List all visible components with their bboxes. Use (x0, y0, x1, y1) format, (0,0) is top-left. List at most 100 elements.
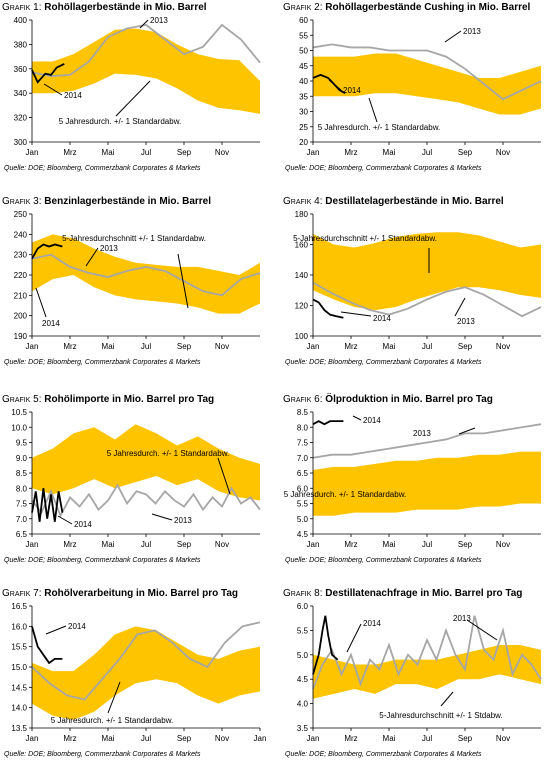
y-tick-label: 35 (299, 92, 308, 101)
chart-title-text: Ölproduktion in Mio. Barrel pro Tag (325, 394, 493, 405)
y-tick-label: 4.5 (297, 675, 309, 684)
series-2014-line (312, 420, 344, 426)
annotation-label: 5-Jahresdurchschnitt +/- 1 Standardabw. (293, 234, 437, 243)
chart-grafik-6: 4.5 5.0 5.5 6.0 6.5 7.0 7.5 8.0 8.5 Jan Mrz Mai Jul S… (284, 408, 542, 549)
series-2013-line (312, 281, 542, 318)
source-note: Quelle: DOE; Bloomberg, Commerzbank Corp… (285, 557, 482, 564)
y-tick-label: 5.5 (297, 500, 309, 509)
x-tick-label: Jan (307, 734, 320, 743)
std-dev-band (32, 28, 260, 114)
y-tick-label: 100 (295, 332, 309, 341)
annotation-label: 2013 (463, 27, 481, 36)
std-dev-band (313, 232, 541, 311)
x-tick-label: Jul (141, 342, 151, 351)
x-tick-label: Nov (496, 540, 510, 549)
chart-title: Grafik 7: Rohölverarbeitung in Mio. Barr… (2, 588, 238, 599)
chart-grafik-2: 20 25 30 35 40 45 50 55 60 Jan Mrz Mai Jul Sep Nov 2013… (299, 16, 542, 157)
chart-title-text: Benzinlagerbestände in Mio. Barrel (44, 196, 212, 207)
x-tick-label: Mrz (63, 342, 76, 351)
chart-title: Grafik 8: Destillatenachfrage in Mio. Ba… (283, 588, 522, 599)
series-2014-line (312, 298, 344, 319)
y-tick-label: 15.5 (11, 643, 27, 652)
x-tick-label: Mai (102, 148, 115, 157)
y-tick-label: 140 (295, 271, 309, 280)
x-tick-label: Mai (383, 342, 396, 351)
x-tick-label: Jan (254, 734, 267, 743)
annotation-arrow (177, 253, 189, 309)
x-tick-label: Nov (496, 148, 510, 157)
annotation-arrow (444, 30, 462, 43)
chart-title-text: Rohölimporte in Mio. Barrel pro Tag (44, 394, 215, 405)
x-tick-label: Jan (26, 540, 39, 549)
chart-title-text: Rohöllagerbestände Cushing in Mio. Barre… (325, 2, 531, 13)
annotation-arrow (45, 625, 67, 635)
x-tick-label: Mai (102, 342, 115, 351)
annotation-arrow (151, 513, 173, 521)
y-tick-label: 300 (14, 138, 28, 147)
x-tick-label: Jan (307, 148, 320, 157)
annotation-arrow (107, 681, 121, 714)
y-tick-label: 50 (299, 47, 308, 56)
grafik-number: Grafik 6: (283, 394, 323, 405)
y-tick-label: 340 (14, 89, 28, 98)
series-2013-line (31, 23, 261, 78)
y-tick-label: 30 (299, 108, 308, 117)
annotation-arrow (454, 297, 466, 317)
annotation-arrow (368, 97, 378, 123)
x-tick-label: Mai (383, 148, 396, 157)
y-tick-label: 250 (14, 210, 28, 219)
x-tick-label: Sep (458, 148, 473, 157)
annotation-label: 2014 (42, 319, 60, 328)
source-note: Quelle: DOE; Bloomberg, Commerzbank Corp… (285, 751, 482, 758)
x-tick-label: Nov (496, 734, 510, 743)
annotation-arrow (466, 619, 498, 641)
y-tick-label: 55 (299, 31, 308, 40)
panel-grafik-4: Grafik 4: Destillatelagerbestände in Mio… (283, 196, 558, 382)
series-2013-line (31, 253, 261, 297)
x-tick-label: Mrz (344, 540, 357, 549)
annotation-label: 2013 (457, 317, 475, 326)
chart-grafik-4: 100 120 140 160 180 Jan Mrz Mai Jul Sep Nov 5-Jahre… (293, 210, 542, 351)
x-tick-label: Mai (383, 540, 396, 549)
annotation-arrow (328, 79, 342, 91)
y-tick-label: 20 (299, 138, 308, 147)
x-tick-label: Nov (215, 148, 229, 157)
annotation-arrow (458, 427, 476, 435)
grafik-number: Grafik 5: (2, 394, 42, 405)
x-tick-label: Jul (141, 148, 151, 157)
y-tick-label: 7.5 (297, 439, 309, 448)
y-tick-label: 13.5 (11, 724, 27, 733)
x-tick-label: Sep (177, 342, 192, 351)
series-2014-line (31, 626, 63, 665)
y-tick-label: 6.0 (297, 602, 309, 611)
grafik-number: Grafik 4: (283, 196, 323, 207)
y-tick-label: 7.0 (16, 515, 28, 524)
x-tick-label: Sep (177, 540, 192, 549)
x-tick-label: Sep (177, 734, 192, 743)
x-tick-label: Jul (422, 148, 432, 157)
std-dev-band (313, 451, 541, 516)
panel-grafik-7: Grafik 7: Rohölverarbeitung in Mio. Barr… (2, 588, 277, 774)
std-dev-band (32, 626, 260, 720)
annotation-label: 2013 (150, 16, 168, 25)
annotation-label: 2014 (343, 86, 361, 95)
annotation-label: 2013 (413, 429, 431, 438)
annotation-label: 5 Jahresdurch. +/- 1 Standardabw. (284, 490, 407, 499)
chart-title-text: Destillatelagerbestände in Mio. Barrel (325, 196, 504, 207)
chart-title-text: Rohöllagerbestände in Mio. Barrel (44, 2, 207, 13)
chart-grafik-8: 3.5 4.0 4.5 5.0 5.5 6.0 Jan Mrz Mai Jul Sep Nov 2014… (297, 602, 542, 743)
y-tick-label: 190 (14, 332, 28, 341)
y-tick-label: 10.0 (11, 423, 27, 432)
y-tick-label: 15.0 (11, 663, 27, 672)
chart-title: Grafik 6: Ölproduktion in Mio. Barrel pr… (283, 394, 493, 405)
annotation-arrow (440, 691, 454, 707)
panel-grafik-5: Grafik 5: Rohölimporte in Mio. Barrel pr… (2, 394, 277, 580)
x-tick-label: Jul (141, 734, 151, 743)
y-tick-label: 200 (14, 312, 28, 321)
y-tick-label: 14.0 (11, 704, 27, 713)
y-tick-label: 320 (14, 114, 28, 123)
y-tick-label: 160 (295, 241, 309, 250)
chart-grafik-3: 190 200 210 220 230 240 250 Jan Mrz Mai Jul Sep Nov 2… (14, 210, 261, 351)
chart-title: Grafik 1: Rohöllagerbestände in Mio. Bar… (2, 2, 207, 13)
y-tick-label: 240 (14, 230, 28, 239)
